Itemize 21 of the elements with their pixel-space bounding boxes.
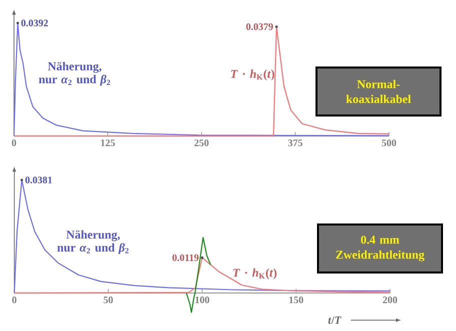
series-label: T · h$_{K}$(t) <box>233 268 277 280</box>
x-tick-label: 250 <box>194 140 209 146</box>
data-label: 0.0381 <box>25 176 52 184</box>
annotation: Normal-koaxialkabel <box>346 80 411 104</box>
x-tick-label: 0 <box>12 140 16 146</box>
x-tick-label: 375 <box>288 140 302 146</box>
series-label: T · h$_{K}$(t) <box>231 70 274 80</box>
x-tick-label: 100 <box>195 296 210 304</box>
x-tick-label: 500 <box>382 140 396 146</box>
data-label: 0.0392 <box>21 20 48 26</box>
data-label: 0.0379 <box>246 23 273 30</box>
series-label: Näherung, nur α$_{2}$ und β$_{2}$ <box>57 230 129 254</box>
x-axis-title: t/T <box>328 316 342 324</box>
annotation: 0.4 mm Zweidrahtleitung <box>336 236 424 262</box>
x-tick-label: 0 <box>12 296 16 304</box>
data-label: 0.0119 <box>172 254 199 262</box>
series-label: Näherung, nur α$_{2}$ und β$_{2}$ <box>38 62 110 86</box>
x-tick-label: 150 <box>289 296 304 304</box>
x-tick-label: 125 <box>101 140 115 146</box>
x-tick-label: 50 <box>104 296 113 304</box>
x-tick-label: 200 <box>382 296 398 304</box>
